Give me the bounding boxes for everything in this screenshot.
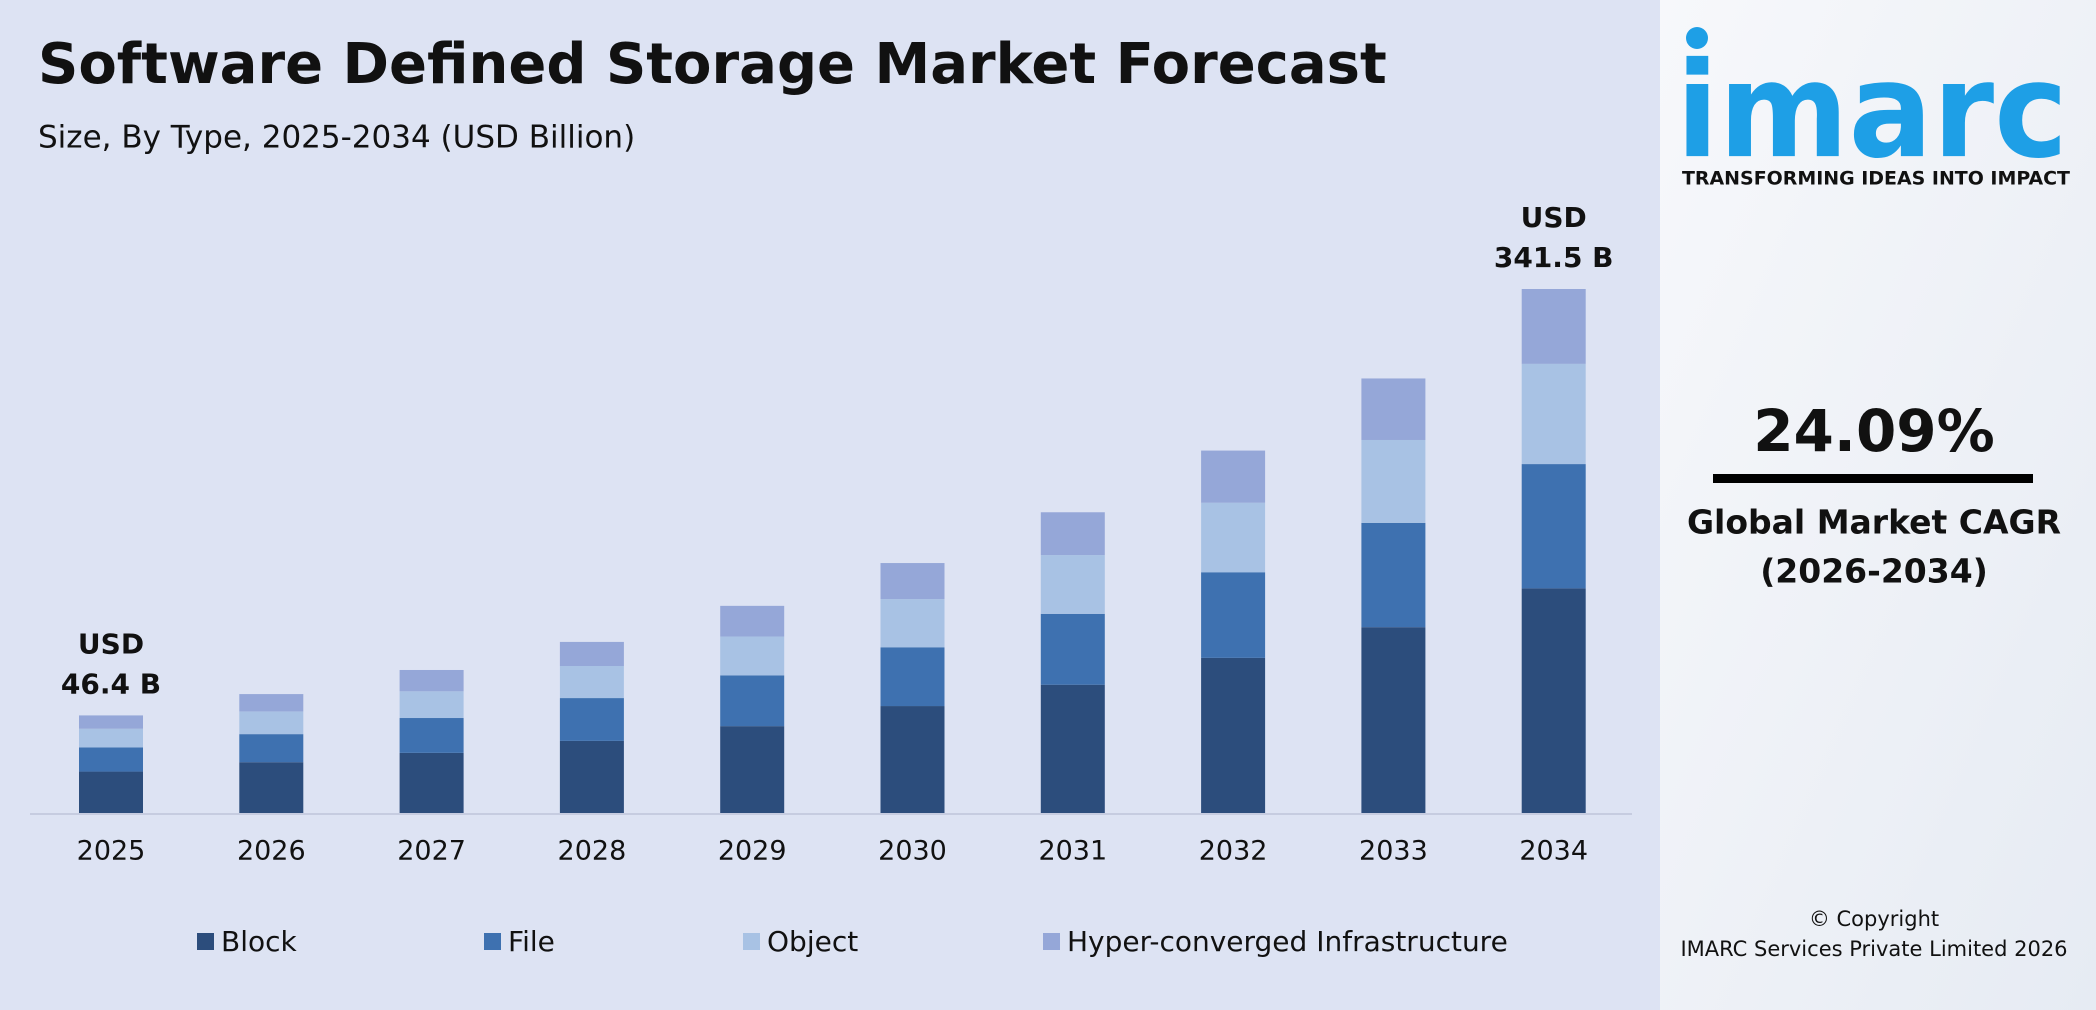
legend-swatch: [1043, 933, 1060, 950]
bar-segment: [559, 698, 624, 741]
bar-segment: [1201, 450, 1266, 503]
x-tick-label: 2031: [1038, 836, 1107, 867]
side-panel: [1660, 0, 2096, 1010]
bar-segment: [1040, 512, 1105, 556]
bar-segment: [720, 726, 785, 813]
bar-segment: [559, 641, 624, 667]
cagr-label: Global Market CAGR: [1687, 503, 2061, 542]
bar-segment: [399, 669, 464, 692]
bar-segment: [79, 771, 143, 813]
logo: imarc: [1676, 34, 2068, 188]
bar-segment: [239, 734, 304, 763]
bar-segment: [1040, 613, 1105, 685]
bar-segment: [79, 747, 143, 772]
bar-segment: [239, 711, 304, 735]
chart-subtitle: Size, By Type, 2025-2034 (USD Billion): [38, 120, 635, 156]
cagr-rule: [1713, 474, 2033, 483]
bar-segment: [1521, 588, 1586, 813]
bar-segment: [399, 691, 464, 719]
bar-segment: [1521, 363, 1586, 465]
bar-segment: [720, 636, 785, 676]
bar-segment: [1201, 657, 1266, 813]
total-annotation: 341.5 B: [1494, 241, 1614, 274]
x-tick-label: 2028: [558, 836, 627, 867]
bar-segment: [79, 715, 143, 729]
bar-segment: [1361, 627, 1426, 813]
bar-segment: [559, 740, 624, 813]
bar-segment: [1361, 439, 1426, 523]
cagr-value: 24.09%: [1753, 397, 1995, 465]
x-tick-label: 2027: [397, 836, 466, 867]
bar-segment: [880, 599, 945, 648]
logo-dot: [1686, 27, 1708, 49]
bar-segment: [1040, 555, 1105, 614]
bar-segment: [1201, 502, 1266, 573]
legend-label: Object: [767, 925, 858, 958]
x-tick-label: 2032: [1199, 836, 1268, 867]
total-annotation: USD: [1521, 201, 1587, 234]
total-annotation: 46.4 B: [61, 667, 161, 700]
chart-title: Software Defined Storage Market Forecast: [38, 32, 1387, 97]
bar-segment: [79, 728, 143, 748]
bar-segment: [1201, 572, 1266, 658]
x-tick-label: 2033: [1359, 836, 1428, 867]
bar-segment: [720, 605, 785, 637]
bar-segment: [1521, 289, 1586, 364]
bar-segment: [880, 706, 945, 813]
bar-segment: [880, 563, 945, 600]
bar-segment: [1521, 464, 1586, 589]
legend-label: Hyper-converged Infrastructure: [1067, 925, 1508, 958]
bar-segment: [880, 647, 945, 707]
bar-segment: [239, 694, 304, 712]
x-tick-label: 2029: [718, 836, 787, 867]
total-annotation: USD: [78, 627, 144, 660]
bar-segment: [1040, 684, 1105, 813]
cagr-period: (2026-2034): [1760, 552, 1988, 591]
bar-segment: [399, 752, 464, 813]
x-tick-label: 2025: [77, 836, 146, 867]
legend-label: Block: [221, 925, 298, 958]
tagline: TRANSFORMING IDEAS INTO IMPACT: [1682, 168, 2070, 190]
bar-segment: [399, 718, 464, 753]
bar-segment: [239, 762, 304, 813]
company: IMARC Services Private Limited 2026: [1680, 937, 2067, 961]
bar-segment: [720, 675, 785, 727]
x-tick-label: 2034: [1519, 836, 1588, 867]
bar-segment: [1361, 522, 1426, 628]
bar-segment: [1361, 378, 1426, 440]
bar-segment: [559, 666, 624, 699]
legend-swatch: [743, 933, 760, 950]
x-tick-label: 2030: [878, 836, 947, 867]
legend-swatch: [484, 933, 501, 950]
legend-swatch: [197, 933, 214, 950]
legend-label: File: [508, 925, 555, 958]
x-tick-label: 2026: [237, 836, 306, 867]
copyright: © Copyright: [1809, 907, 1939, 931]
